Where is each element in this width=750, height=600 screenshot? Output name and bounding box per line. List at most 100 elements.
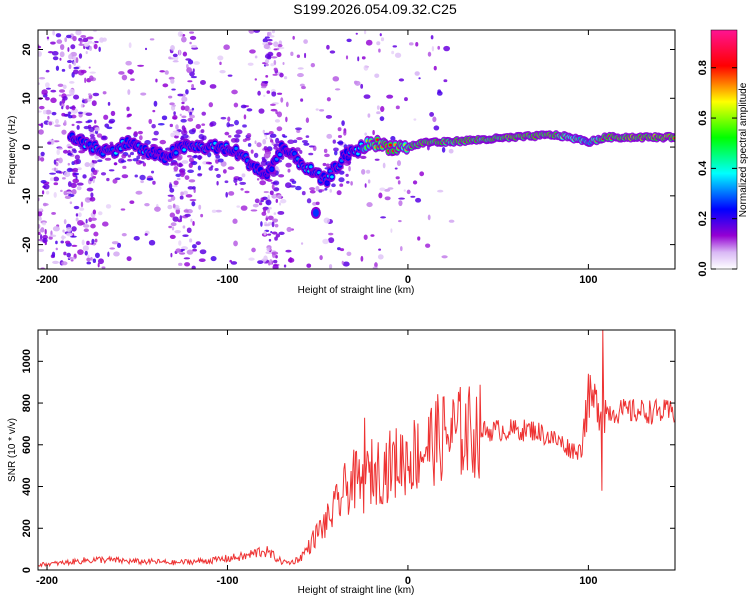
noise-speck xyxy=(63,190,68,196)
noise-speck xyxy=(186,67,193,74)
noise-speck xyxy=(297,67,304,70)
noise-speck xyxy=(71,105,76,111)
noise-speck xyxy=(271,183,275,190)
noise-speck xyxy=(78,53,83,59)
noise-speck xyxy=(326,97,331,102)
noise-speck xyxy=(179,169,184,173)
noise-speck xyxy=(357,56,360,62)
noise-speck xyxy=(271,231,278,235)
noise-speck xyxy=(86,257,91,262)
noise-speck xyxy=(173,185,178,188)
noise-speck xyxy=(126,126,132,130)
noise-speck xyxy=(384,188,391,192)
noise-speck xyxy=(73,205,80,210)
noise-speck xyxy=(102,91,107,95)
noise-speck xyxy=(141,156,146,160)
noise-speck xyxy=(432,116,437,123)
noise-speck xyxy=(127,113,132,117)
noise-speck xyxy=(63,251,67,256)
noise-speck xyxy=(186,227,192,234)
noise-speck xyxy=(80,69,87,74)
noise-speck xyxy=(202,135,207,141)
noise-speck xyxy=(224,180,229,184)
noise-speck xyxy=(50,97,57,104)
noise-speck xyxy=(71,123,75,127)
noise-speck xyxy=(38,224,41,229)
colorbar-tick-label: 0.2 xyxy=(697,211,709,226)
noise-speck xyxy=(175,208,181,215)
noise-speck xyxy=(75,120,83,124)
noise-speck xyxy=(419,171,425,177)
noise-speck xyxy=(38,51,42,57)
noise-speck xyxy=(191,201,196,207)
noise-speck xyxy=(265,137,268,140)
noise-speck xyxy=(246,108,253,112)
noise-speck xyxy=(404,97,408,102)
trace-core xyxy=(274,157,279,161)
noise-speck xyxy=(122,165,127,169)
trace-core xyxy=(672,137,675,140)
noise-speck xyxy=(144,47,148,51)
snr-y-tick-label: 600 xyxy=(21,436,33,454)
noise-speck xyxy=(169,212,176,218)
noise-speck xyxy=(328,264,333,269)
noise-speck xyxy=(177,31,184,38)
noise-speck xyxy=(133,235,140,241)
noise-speck xyxy=(91,100,97,107)
noise-speck xyxy=(266,38,273,42)
noise-speck xyxy=(219,69,226,74)
noise-speck xyxy=(205,161,212,165)
noise-speck xyxy=(61,129,67,135)
noise-speck xyxy=(270,139,274,143)
noise-speck xyxy=(73,94,80,100)
noise-speck xyxy=(61,68,66,72)
noise-speck xyxy=(280,97,284,103)
noise-speck xyxy=(172,115,178,120)
noise-speck xyxy=(144,233,148,236)
noise-speck xyxy=(225,191,228,198)
noise-speck xyxy=(364,132,367,136)
noise-speck xyxy=(240,104,247,109)
snr-y-axis: 0 200 400 600 800 1000 xyxy=(21,349,675,573)
noise-speck xyxy=(89,196,96,202)
noise-speck xyxy=(40,151,45,157)
noise-speck xyxy=(448,148,454,154)
snr-y-tick-label: 1000 xyxy=(21,349,33,373)
noise-speck xyxy=(152,109,156,113)
noise-speck xyxy=(61,103,65,107)
noise-speck xyxy=(88,75,94,82)
noise-speck xyxy=(53,191,57,198)
noise-speck xyxy=(51,111,57,116)
noise-speck xyxy=(201,123,206,126)
noise-speck xyxy=(273,48,278,51)
noise-speck xyxy=(287,257,295,263)
noise-speck xyxy=(264,223,271,227)
noise-speck xyxy=(178,262,183,266)
noise-speck xyxy=(394,167,398,170)
noise-speck xyxy=(372,129,375,136)
noise-speck xyxy=(215,209,222,213)
noise-speck xyxy=(93,231,99,237)
noise-speck xyxy=(189,31,195,34)
noise-speck xyxy=(139,174,146,181)
spectrogram-x-tick-label: 100 xyxy=(579,274,597,286)
noise-speck xyxy=(370,234,375,237)
noise-speck xyxy=(107,251,110,257)
noise-speck xyxy=(175,173,182,178)
noise-speck xyxy=(180,248,185,251)
noise-speck xyxy=(86,187,94,192)
noise-speck xyxy=(189,41,192,45)
noise-speck xyxy=(167,199,172,203)
noise-speck xyxy=(121,154,127,159)
noise-speck xyxy=(306,198,312,204)
noise-speck xyxy=(75,57,79,64)
noise-speck xyxy=(260,221,263,227)
noise-speck xyxy=(248,257,255,261)
noise-speck xyxy=(62,95,68,101)
noise-speck xyxy=(346,38,352,43)
noise-speck xyxy=(283,76,288,80)
noise-speck xyxy=(84,98,88,104)
noise-speck xyxy=(70,259,74,262)
noise-speck xyxy=(201,111,207,116)
